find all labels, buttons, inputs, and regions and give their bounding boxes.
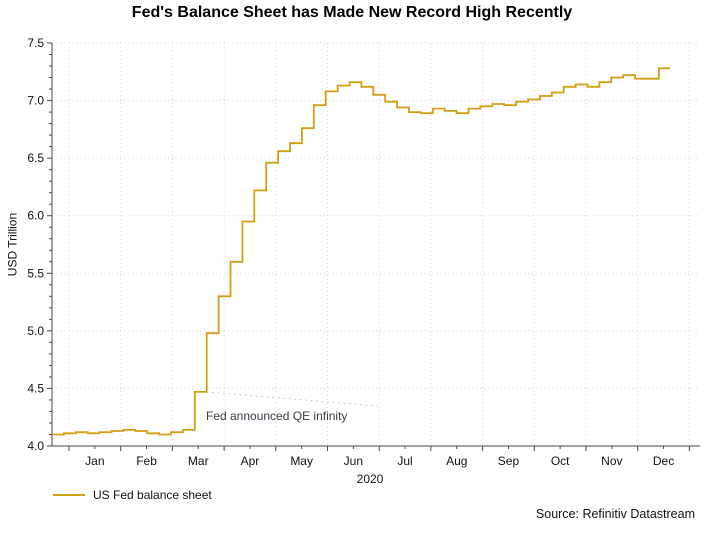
y-tick-label: 7.5 (27, 36, 44, 50)
x-month-label: Dec (653, 454, 674, 468)
x-month-label: Sep (498, 454, 520, 468)
chart-plot-area: 4.0 4.5 5.0 5.5 6.0 6.5 7.0 7.5 Jan Feb Mar Apr May J… (27, 36, 700, 468)
y-tick-label: 7.0 (27, 94, 44, 108)
x-month-label: May (290, 454, 313, 468)
legend: US Fed balance sheet (53, 488, 212, 502)
x-month-label: Nov (601, 454, 622, 468)
y-tick-label: 4.5 (27, 381, 44, 395)
y-tick-label: 6.0 (27, 209, 44, 223)
balance-sheet-line (52, 67, 670, 436)
x-month-label: Feb (136, 454, 157, 468)
annotation-label: Fed announced QE infinity (206, 409, 348, 423)
y-tick-label: 4.0 (27, 439, 44, 453)
source-credit: Source: Refinitiv Datastream (535, 507, 695, 521)
x-month-label: Mar (188, 454, 209, 468)
x-month-label: Oct (551, 454, 570, 468)
legend-item-label: US Fed balance sheet (93, 488, 212, 502)
y-tick-label: 5.0 (27, 324, 44, 338)
y-tick-label: 6.5 (27, 151, 44, 165)
y-tick-label: 5.5 (27, 266, 44, 280)
x-month-label: Jan (85, 454, 104, 468)
x-month-label: Jul (397, 454, 412, 468)
chart-title: Fed's Balance Sheet has Made New Record … (131, 4, 573, 21)
x-month-label: Apr (241, 454, 260, 468)
legend-line-swatch-icon (53, 494, 85, 496)
x-month-label: Aug (446, 454, 467, 468)
annotation-leader-line (206, 391, 379, 407)
x-axis-year-label: 2020 (356, 472, 384, 486)
x-month-label: Jun (344, 454, 363, 468)
